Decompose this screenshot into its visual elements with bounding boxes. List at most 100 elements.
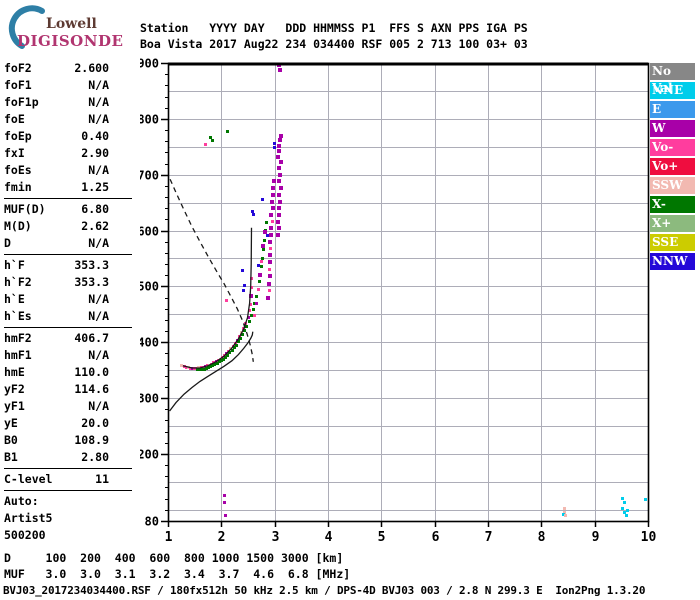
autoscaling-text: 500200 xyxy=(4,528,46,542)
echo-point-x- xyxy=(253,302,256,305)
legend-item-vo+: Vo+ xyxy=(650,158,695,175)
echo-point-nnw xyxy=(242,289,245,292)
param-row-mufd: MUF(D) 6.80 xyxy=(4,201,109,218)
y-tick-label: 900 xyxy=(140,57,159,71)
param-row-fof1: foF1 N/A xyxy=(4,77,109,94)
param-label: h`E xyxy=(4,292,25,306)
echo-point-vo- xyxy=(257,288,260,291)
echo-point-w xyxy=(277,206,281,210)
param-row-yf1: yF1 N/A xyxy=(4,398,109,415)
x-tick-label: 4 xyxy=(325,530,333,545)
y-tick-label: 200 xyxy=(140,448,159,462)
param-label: foF2 xyxy=(4,61,32,75)
echo-point-x- xyxy=(228,351,231,354)
echo-point-w xyxy=(277,213,281,217)
echo-point-nne xyxy=(623,501,626,504)
echo-point-x- xyxy=(203,368,206,371)
param-value: 353.3 xyxy=(74,258,109,272)
echo-point-ssw xyxy=(563,507,566,510)
direction-color-legend: No ValNNE EW Vo- Vo+ SSW X- X+ SSE NNW xyxy=(650,63,696,272)
echo-point-vo- xyxy=(185,366,188,369)
y-tick-label: 800 xyxy=(140,113,159,127)
param-row-md: M(D) 2.62 xyxy=(4,218,109,235)
echo-point-x- xyxy=(237,340,240,343)
echo-point-vo- xyxy=(189,367,192,370)
echo-point-w xyxy=(277,166,281,170)
param-row-fmin: fmin 1.25 xyxy=(4,179,109,196)
param-value: 353.3 xyxy=(74,275,109,289)
autoscaling-text: Auto: xyxy=(4,494,39,508)
legend-item-x+: X+ xyxy=(650,215,695,232)
param-value: 2.80 xyxy=(81,450,109,464)
param-value: 20.0 xyxy=(81,416,109,430)
param-row-hmf2: hmF2 406.7 xyxy=(4,330,109,347)
echo-point-w xyxy=(278,200,282,204)
param-label: hmF1 xyxy=(4,348,32,362)
echo-point-vo- xyxy=(271,220,274,223)
echo-point-nnw xyxy=(241,269,244,272)
echo-point-w xyxy=(269,226,273,230)
y-tick-label: 300 xyxy=(140,392,159,406)
echo-point-w xyxy=(278,173,282,177)
echo-point-w xyxy=(269,213,273,217)
echo-point-x- xyxy=(220,359,223,362)
param-value: 0.40 xyxy=(81,129,109,143)
param-label: M(D) xyxy=(4,219,32,233)
param-row-he: h`E N/A xyxy=(4,291,109,308)
param-label: h`F2 xyxy=(4,275,32,289)
echo-point-w xyxy=(255,302,258,305)
echo-point-w xyxy=(276,233,280,237)
autoscaling-line: Artist5 xyxy=(4,510,109,527)
legend-item-x-: X- xyxy=(650,196,695,213)
param-value: N/A xyxy=(88,309,109,323)
param-row-b0: B0 108.9 xyxy=(4,432,109,449)
autoscaling-line: 500200 xyxy=(4,527,109,544)
echo-point-x- xyxy=(231,349,234,352)
param-value: N/A xyxy=(88,95,109,109)
echo-point-w xyxy=(277,226,281,230)
echo-point-x- xyxy=(252,308,255,311)
echo-point-x- xyxy=(196,368,199,371)
lowell-digisonde-logo: Lowell DIGISONDE xyxy=(6,4,136,54)
curve-fitted-trace xyxy=(182,227,253,369)
header-values-row: Boa Vista 2017 Aug22 234 034400 RSF 005 … xyxy=(140,37,528,51)
param-group: foF2 2.600 foF1 N/A foF1p N/A foE N/A foEp 0.40 fx… xyxy=(4,60,132,199)
autoscaling-text: Artist5 xyxy=(4,511,53,525)
echo-point-w xyxy=(223,494,226,497)
echo-point-x- xyxy=(218,360,221,363)
echo-point-x- xyxy=(222,358,225,361)
echo-point-x- xyxy=(248,320,251,323)
echo-point-x- xyxy=(209,136,212,139)
echo-point-x- xyxy=(263,239,266,242)
echo-point-w xyxy=(272,179,276,183)
y-tick-label: 400 xyxy=(140,336,159,350)
param-value: 2.600 xyxy=(74,61,109,75)
echo-point-vo- xyxy=(260,260,263,263)
x-tick-label: 10 xyxy=(641,530,657,545)
echo-point-vo- xyxy=(253,314,256,317)
x-tick-label: 6 xyxy=(432,530,440,545)
param-label: hmE xyxy=(4,365,25,379)
header-columns-row: Station YYYY DAY DDD HHMMSS P1 FFS S AXN… xyxy=(140,21,528,35)
echo-point-vo- xyxy=(250,286,253,289)
param-value: N/A xyxy=(88,78,109,92)
param-value: 1.25 xyxy=(81,180,109,194)
echo-point-nnw xyxy=(252,213,255,216)
echo-point-w xyxy=(271,193,275,197)
logo-lowell-text: Lowell xyxy=(46,16,97,32)
echo-point-vo- xyxy=(249,303,252,306)
logo-arc-icon xyxy=(8,5,45,49)
param-row-hes: h`Es N/A xyxy=(4,308,109,325)
legend-item-w: W xyxy=(650,120,695,137)
echo-point-x- xyxy=(255,295,258,298)
echo-point-w xyxy=(269,233,273,237)
param-value: N/A xyxy=(88,163,109,177)
legend-item-nnw: NNW xyxy=(650,253,695,270)
echo-point-vo- xyxy=(268,268,271,271)
echo-point-w xyxy=(268,260,272,264)
echo-point-nne xyxy=(644,498,647,501)
x-tick-label: 3 xyxy=(272,530,280,545)
echo-point-x- xyxy=(213,363,216,366)
param-row-b1: B1 2.80 xyxy=(4,449,109,466)
param-label: h`F xyxy=(4,258,25,272)
